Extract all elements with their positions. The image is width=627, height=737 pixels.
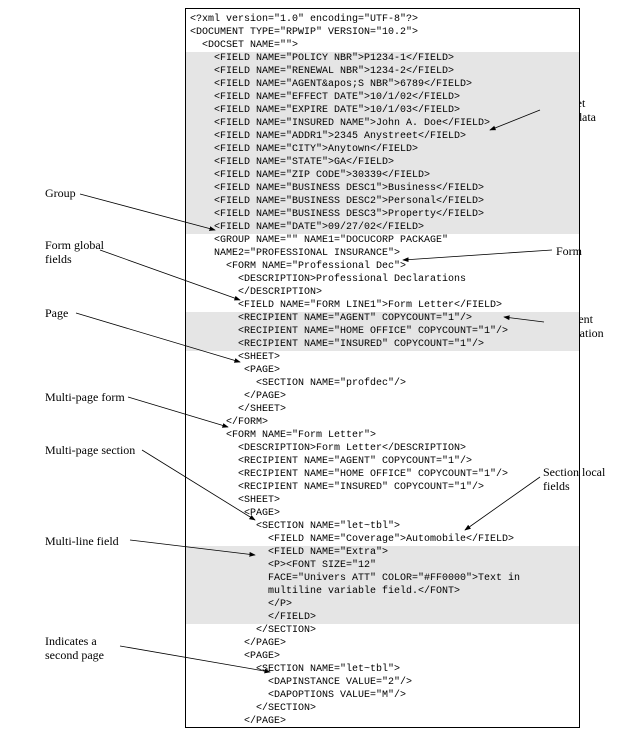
xml-line-highlight: <FIELD NAME="Extra"> <P><FONT SIZE="12" … (186, 546, 579, 624)
xml-line: </FORM> (190, 417, 268, 428)
xml-line: <DOCUMENT TYPE="RPWIP" VERSION="10.2"> (190, 27, 418, 38)
xml-line: <DESCRIPTION>Form Letter</DESCRIPTION> (190, 443, 466, 454)
xml-line: <RECIPIENT NAME="HOME OFFICE" COPYCOUNT=… (190, 469, 508, 480)
xml-line: <SECTION NAME="profdec"/> (190, 378, 406, 389)
xml-line: <FIELD NAME="Coverage">Automobile</FIELD… (190, 534, 514, 545)
xml-line: <GROUP NAME="" NAME1="DOCUCORP PACKAGE" (190, 235, 448, 246)
xml-line: <DESCRIPTION>Professional Declarations (190, 274, 466, 285)
xml-line: <SHEET> (190, 495, 280, 506)
label-multi-page-form: Multi-page form (45, 390, 125, 404)
xml-line: <PAGE> (190, 508, 280, 519)
xml-code-box: <?xml version="1.0" encoding="UTF-8"?> <… (185, 8, 580, 728)
xml-line: <FIELD NAME="FORM LINE1">Form Letter</FI… (190, 300, 502, 311)
diagram-container: Group Form global fields Page Multi-page… (0, 0, 627, 737)
xml-line: <DAPOPTIONS VALUE="M"/> (190, 690, 406, 701)
xml-line: <SECTION NAME="let~tbl"> (190, 664, 400, 675)
xml-line: <DOCSET NAME=""> (190, 40, 298, 51)
label-group: Group (45, 186, 76, 200)
xml-line: NAME2="PROFESSIONAL INSURANCE"> (190, 248, 400, 259)
xml-line: </SECTION> (190, 625, 316, 636)
xml-line: <SECTION NAME="let~tbl"> (190, 521, 400, 532)
xml-line: <RECIPIENT NAME="INSURED" COPYCOUNT="1"/… (190, 482, 484, 493)
xml-line: <?xml version="1.0" encoding="UTF-8"?> (190, 14, 418, 25)
xml-line: </SECTION> (190, 703, 316, 714)
xml-line: <DAPINSTANCE VALUE="2"/> (190, 677, 412, 688)
xml-line-highlight: <RECIPIENT NAME="AGENT" COPYCOUNT="1"/> … (186, 312, 579, 351)
xml-line: <RECIPIENT NAME="AGENT" COPYCOUNT="1"/> (190, 456, 472, 467)
xml-line-highlight: <FIELD NAME="POLICY NBR">P1234-1</FIELD>… (186, 52, 579, 234)
xml-line: <FORM NAME="Professional Dec"> (190, 261, 406, 272)
xml-line: </PAGE> (190, 391, 286, 402)
label-second-page: Indicates a second page (45, 634, 104, 662)
xml-line: </DESCRIPTION> (190, 287, 322, 298)
xml-line: <FORM NAME="Form Letter"> (190, 430, 376, 441)
xml-line: </PAGE> (190, 716, 286, 727)
xml-line: <SHEET> (190, 352, 280, 363)
xml-line: <PAGE> (190, 365, 280, 376)
xml-line: </PAGE> (190, 638, 286, 649)
label-form-global-fields: Form global fields (45, 238, 104, 266)
xml-line: <PAGE> (190, 651, 280, 662)
label-multi-line-field: Multi-line field (45, 534, 119, 548)
xml-line: </SHEET> (190, 404, 286, 415)
label-multi-page-section: Multi-page section (45, 443, 135, 457)
label-page: Page (45, 306, 68, 320)
